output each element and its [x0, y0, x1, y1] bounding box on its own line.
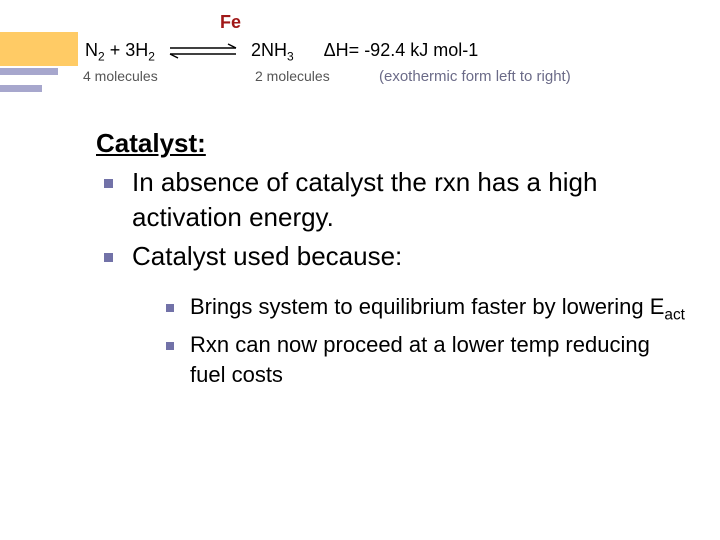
sub-bullet-item: Rxn can now proceed at a lower temp redu…	[160, 330, 686, 389]
bullet-list-level1: In absence of catalyst the rxn has a hig…	[96, 165, 686, 390]
decor-orange-block	[0, 32, 78, 66]
plus-sign: +	[105, 40, 126, 60]
sub-bullet-text: Brings system to equilibrium faster by l…	[190, 294, 685, 319]
product-nh3: 2NH3	[251, 40, 294, 60]
delta-h-label: ΔH= -92.4 kJ mol-1	[324, 40, 479, 60]
label-2-molecules: 2 molecules	[255, 68, 330, 84]
equilibrium-arrow-icon	[166, 42, 240, 60]
section-title: Catalyst:	[96, 128, 686, 159]
content-region: Catalyst: In absence of catalyst the rxn…	[96, 128, 686, 394]
label-exothermic: (exothermic form left to right)	[379, 68, 571, 85]
sub-bullet-text: Rxn can now proceed at a lower temp redu…	[190, 332, 650, 387]
bullet-item: Catalyst used because: Brings system to …	[96, 239, 686, 390]
decor-line-2	[0, 85, 42, 92]
sub-bullet-item: Brings system to equilibrium faster by l…	[160, 292, 686, 326]
bullet-text: Catalyst used because:	[132, 241, 402, 271]
bullet-item: In absence of catalyst the rxn has a hig…	[96, 165, 686, 235]
reactant-n2: N2	[85, 40, 105, 60]
bullet-list-level2: Brings system to equilibrium faster by l…	[160, 292, 686, 390]
label-4-molecules: 4 molecules	[83, 68, 158, 84]
bullet-text: In absence of catalyst the rxn has a hig…	[132, 167, 597, 232]
equation-main: N2 + 3H2 2NH3 ΔH= -92.4 kJ mol-1	[85, 40, 478, 64]
reactant-h2: 3H2	[125, 40, 155, 60]
decor-line-1	[0, 68, 58, 75]
equation-catalyst: Fe	[220, 12, 241, 33]
